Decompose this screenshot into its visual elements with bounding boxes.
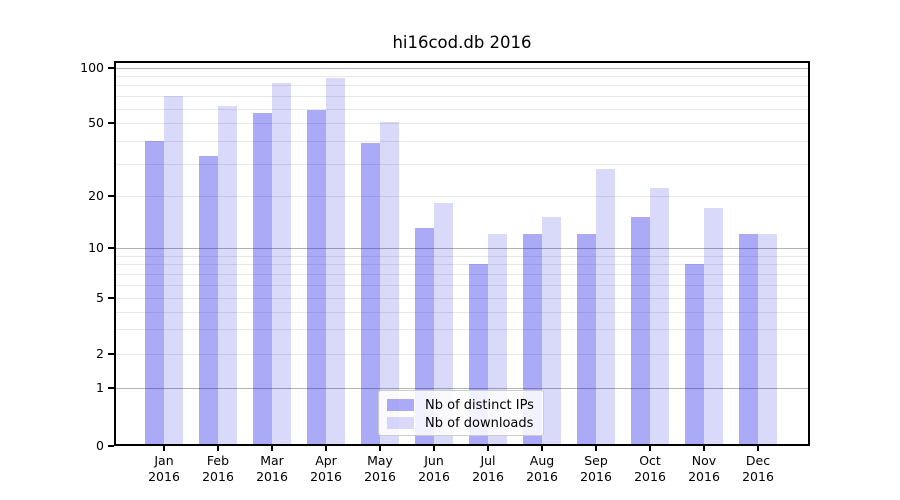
gridline-minor (114, 298, 810, 300)
y-axis-tick (108, 297, 114, 300)
y-axis-tick (108, 194, 114, 197)
gridline-minor (114, 96, 810, 98)
y-axis-tick (108, 353, 114, 355)
bar-nb-of-downloads (434, 203, 453, 446)
bar-nb-of-distinct-ips (577, 234, 596, 446)
x-axis-tick (325, 446, 327, 451)
x-axis-label: Aug 2016 (526, 453, 558, 484)
y-axis-label: 2 (96, 346, 104, 361)
y-axis-tick (108, 445, 114, 447)
gridline-minor (114, 285, 810, 287)
y-axis-label: 10 (88, 240, 104, 255)
bar-nb-of-distinct-ips (253, 112, 272, 446)
legend-label-downloads: Nb of downloads (425, 415, 534, 431)
bar-nb-of-downloads (758, 234, 777, 446)
x-axis-label: May 2016 (364, 453, 396, 484)
legend-swatch-distinct-ips (387, 399, 414, 411)
x-axis-tick (541, 446, 543, 451)
x-axis-label: Nov 2016 (688, 453, 720, 484)
y-axis-label: 1 (96, 379, 104, 395)
x-axis-tick (379, 446, 381, 451)
y-axis-tick (108, 386, 114, 389)
legend: Nb of distinct IPs Nb of downloads (378, 390, 544, 436)
bar-nb-of-downloads (650, 188, 669, 446)
bar-nb-of-downloads (380, 121, 399, 446)
x-axis-tick (271, 446, 273, 451)
bar-nb-of-distinct-ips (739, 234, 758, 446)
chart-title: hi16cod.db 2016 (392, 33, 532, 52)
x-axis-tick (649, 446, 651, 451)
gridline-minor (114, 85, 810, 87)
gridline-minor (114, 108, 810, 110)
bar-nb-of-distinct-ips (145, 140, 164, 446)
gridline-minor (114, 311, 810, 313)
x-axis-label: Dec 2016 (742, 453, 774, 484)
y-axis-tick (108, 122, 114, 125)
y-axis-label: 100 (80, 59, 104, 75)
bar-nb-of-distinct-ips (361, 142, 380, 446)
x-axis-label: Jun 2016 (418, 453, 450, 484)
y-axis-label: 20 (88, 187, 104, 203)
x-axis-label: Apr 2016 (310, 453, 342, 484)
bar-nb-of-downloads (542, 217, 561, 446)
y-axis-label: 50 (88, 115, 104, 131)
bar-nb-of-distinct-ips (631, 217, 650, 446)
x-axis-tick (163, 446, 165, 451)
bar-nb-of-downloads (164, 96, 183, 446)
bar-nb-of-downloads (704, 207, 723, 446)
y-axis-tick (108, 66, 114, 69)
bar-nb-of-distinct-ips (307, 110, 326, 446)
bar-nb-of-downloads (326, 77, 345, 446)
legend-item-downloads: Nb of downloads (379, 414, 543, 432)
gridline-minor (114, 195, 810, 197)
x-axis-label: Feb 2016 (202, 453, 234, 484)
x-axis-tick (595, 446, 597, 451)
gridline-minor (114, 123, 810, 125)
x-axis-label: Jul 2016 (472, 453, 504, 484)
bar-nb-of-downloads (272, 82, 291, 446)
gridline-minor (114, 329, 810, 331)
gridline-minor (114, 264, 810, 266)
y-axis-label: 0 (96, 438, 104, 453)
x-axis-tick (487, 446, 489, 451)
gridline-minor (114, 354, 810, 355)
y-axis-label: 5 (96, 290, 104, 306)
gridline-minor (114, 140, 810, 142)
legend-item-distinct-ips: Nb of distinct IPs (379, 396, 543, 414)
bar-nb-of-distinct-ips (199, 156, 218, 446)
x-axis-tick (433, 446, 435, 451)
y-axis-tick (108, 247, 114, 249)
gridline-minor (114, 273, 810, 275)
gridline-minor (114, 75, 810, 77)
x-axis-label: Oct 2016 (634, 453, 666, 484)
gridline-major (114, 387, 810, 389)
x-axis-tick (703, 446, 705, 451)
x-axis-tick (217, 446, 219, 451)
gridline-major (114, 248, 810, 249)
legend-label-distinct-ips: Nb of distinct IPs (425, 397, 534, 413)
gridline-minor (114, 163, 810, 165)
bar-nb-of-downloads (218, 106, 237, 446)
legend-swatch-downloads (387, 417, 414, 429)
x-axis-tick (757, 446, 759, 451)
x-axis-label: Sep 2016 (580, 453, 612, 484)
bar-nb-of-downloads (596, 169, 615, 446)
gridline-major (114, 67, 810, 69)
bar-nb-of-distinct-ips (685, 264, 704, 446)
gridline-minor (114, 255, 810, 257)
x-axis-label: Jan 2016 (148, 453, 180, 484)
x-axis-label: Mar 2016 (256, 453, 288, 484)
